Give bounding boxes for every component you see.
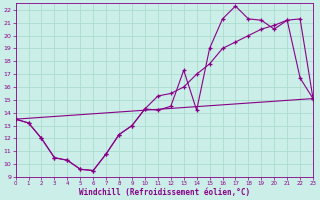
X-axis label: Windchill (Refroidissement éolien,°C): Windchill (Refroidissement éolien,°C) — [79, 188, 250, 197]
